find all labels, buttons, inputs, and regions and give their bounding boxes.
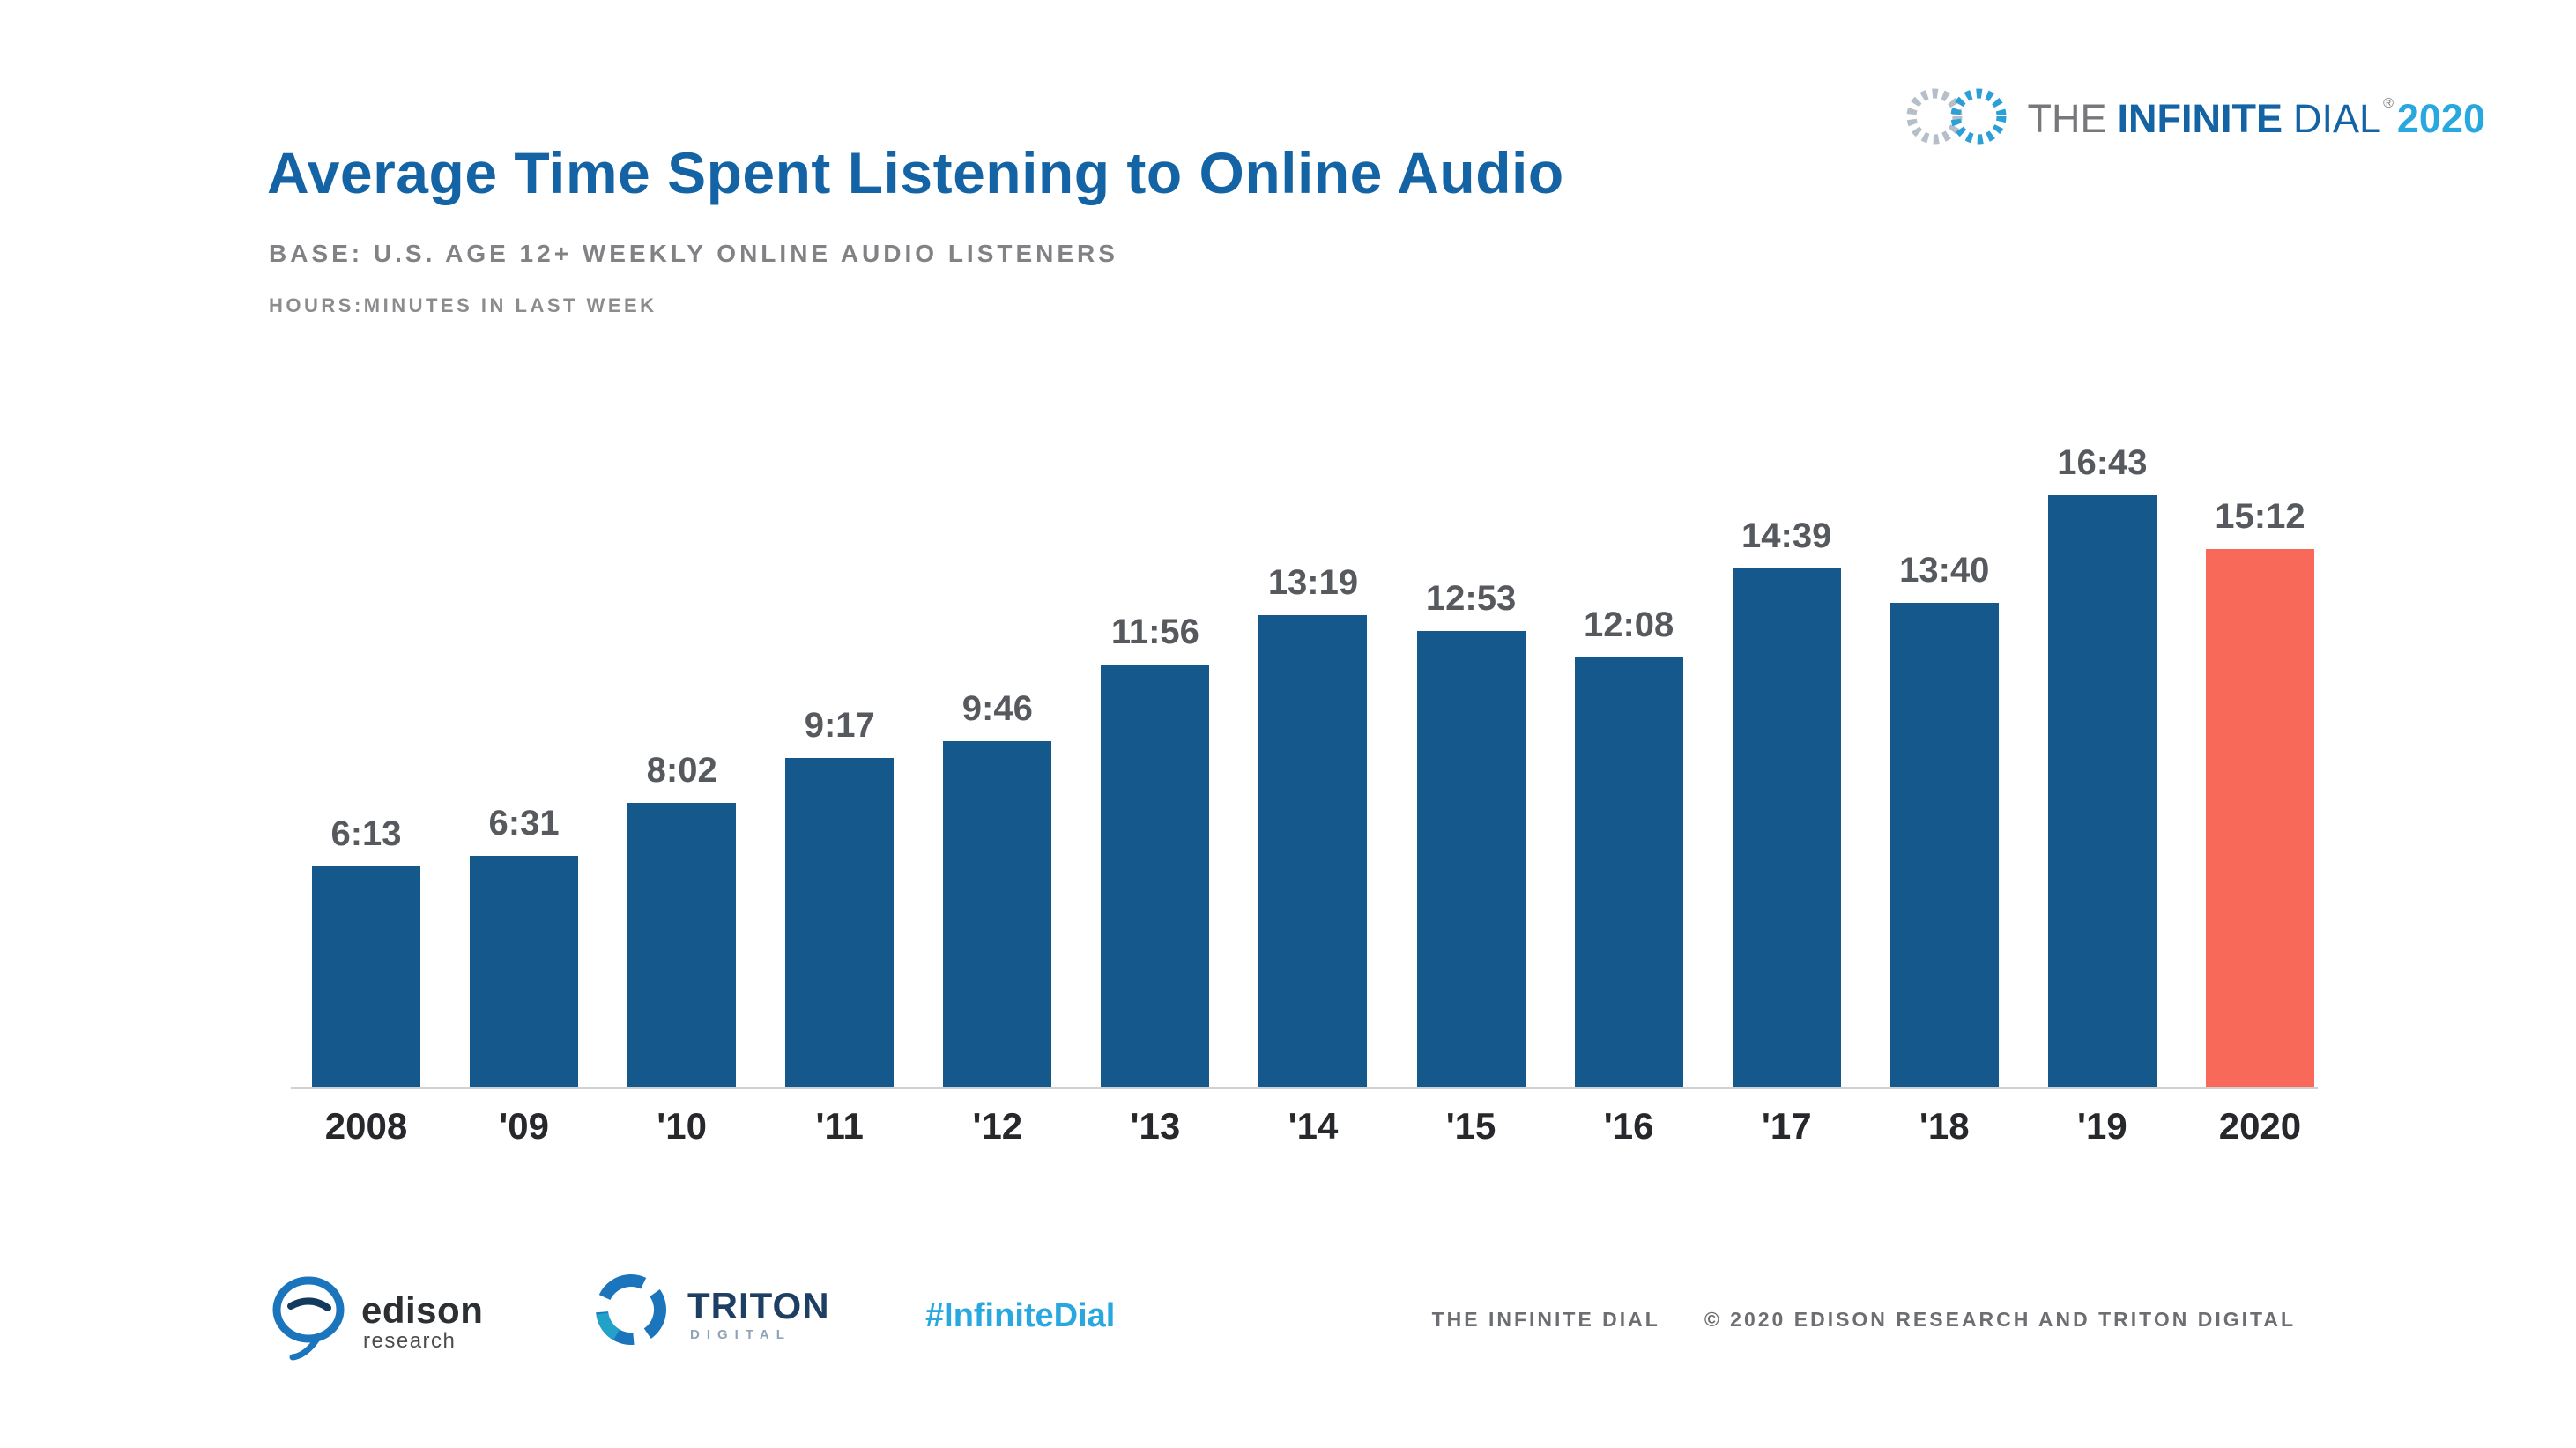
edison-sub: research xyxy=(363,1328,457,1353)
x-axis-label: '09 xyxy=(499,1105,549,1147)
edison-name: edison xyxy=(361,1288,484,1331)
bar-09 xyxy=(470,856,579,1087)
brand-year: 2020 xyxy=(2396,95,2485,141)
triton-ring-icon xyxy=(589,1267,673,1356)
bar-2008 xyxy=(312,866,420,1087)
bar-10 xyxy=(627,803,737,1087)
triton-digital-logo: TRITON DIGITAL xyxy=(589,1267,830,1356)
bar-value-label: 14:39 xyxy=(1741,516,1832,555)
x-axis-labels: 2008 '09 '10 '11 '12 '13 '14 '15 '16 '17 '18 '19 202… xyxy=(291,1105,2318,1147)
bar-value-label: 9:46 xyxy=(961,689,1033,728)
infinitedial-hashtag: #InfiniteDial xyxy=(925,1297,1116,1334)
x-axis-label: '14 xyxy=(1288,1105,1339,1147)
x-axis-label: 2020 xyxy=(2218,1105,2302,1147)
x-axis-label: '13 xyxy=(1130,1105,1181,1147)
bar-group: 9:46 xyxy=(939,689,1055,1087)
infinite-dial-wordmark: THE INFINITE DIAL ® 2020 xyxy=(2028,96,2485,142)
bar-value-label: 8:02 xyxy=(646,751,717,790)
bar-value-label: 15:12 xyxy=(2215,497,2305,536)
bar-18 xyxy=(1889,603,1999,1087)
footer-credit: THE INFINITE DIAL © 2020 EDISON RESEARCH… xyxy=(1432,1308,2296,1332)
bar-group: 8:02 xyxy=(624,751,739,1087)
brand-dial: DIAL xyxy=(2293,95,2382,141)
x-axis-label: '11 xyxy=(815,1105,864,1147)
x-axis-label: '19 xyxy=(2077,1105,2127,1147)
triton-wordmark: TRITON DIGITAL xyxy=(687,1285,830,1342)
footer-credit-left: THE INFINITE DIAL xyxy=(1431,1308,1660,1331)
bar-group: 13:40 xyxy=(1887,551,2002,1087)
x-axis-label: '16 xyxy=(1603,1105,1654,1147)
chart-unit-note: HOURS:MINUTES IN LAST WEEK xyxy=(269,294,657,316)
bar-group: 11:56 xyxy=(1097,613,1213,1087)
plot-area: 6:13 6:31 8:02 9:17 9:46 11:56 13:19 12:53 12:08… xyxy=(291,433,2318,1089)
bar-value-label: 13:40 xyxy=(1899,551,1990,590)
bar-group: 13:19 xyxy=(1255,563,1370,1087)
bar-chart: 6:13 6:31 8:02 9:17 9:46 11:56 13:19 12:53 12:08… xyxy=(291,433,2318,1147)
bar-17 xyxy=(1732,568,1841,1087)
bar-11 xyxy=(785,758,895,1087)
x-axis-label: '18 xyxy=(1919,1105,1970,1147)
bar-15 xyxy=(1416,631,1526,1087)
bar-value-label: 13:19 xyxy=(1267,563,1359,602)
x-axis-label: '12 xyxy=(972,1105,1023,1147)
bar-13 xyxy=(1101,665,1210,1087)
bar-group: 15:12 xyxy=(2202,497,2318,1087)
bar-group: 6:31 xyxy=(466,804,582,1087)
infinity-bars-icon xyxy=(1904,85,2008,152)
bar-group: 14:39 xyxy=(1729,516,1845,1087)
bar-16 xyxy=(1574,657,1683,1087)
triton-name: TRITON xyxy=(687,1285,830,1326)
bar-value-label: 12:53 xyxy=(1425,579,1517,618)
triton-sub: DIGITAL xyxy=(690,1327,791,1342)
bar-group: 6:13 xyxy=(308,814,424,1087)
brand-infinite: INFINITE xyxy=(2117,95,2283,141)
x-axis-label: '17 xyxy=(1761,1105,1812,1147)
infinite-dial-logo: THE INFINITE DIAL ® 2020 xyxy=(1904,85,2485,152)
bar-group: 16:43 xyxy=(2045,443,2160,1087)
edison-research-logo: edison research xyxy=(264,1267,483,1367)
footer-credit-right: © 2020 EDISON RESEARCH AND TRITON DIGITA… xyxy=(1704,1308,2296,1331)
page-title: Average Time Spent Listening to Online A… xyxy=(267,140,1564,205)
bar-12 xyxy=(943,741,1052,1087)
edison-swirl-icon xyxy=(264,1267,353,1367)
bar-group: 9:17 xyxy=(782,706,897,1087)
bar-14 xyxy=(1258,615,1368,1087)
chart-base-subtitle: BASE: U.S. AGE 12+ WEEKLY ONLINE AUDIO L… xyxy=(269,240,1118,267)
x-axis-label: 2008 xyxy=(324,1105,408,1147)
x-axis-label: '15 xyxy=(1445,1105,1496,1147)
bar-value-label: 6:13 xyxy=(330,814,402,853)
x-axis-label: '10 xyxy=(657,1105,708,1147)
bar-2020 xyxy=(2205,549,2314,1087)
bar-group: 12:08 xyxy=(1571,605,1687,1087)
brand-the: THE xyxy=(2027,95,2107,141)
bar-19 xyxy=(2047,495,2157,1087)
brand-registered-mark: ® xyxy=(2383,95,2394,111)
bar-value-label: 11:56 xyxy=(1110,613,1199,651)
bar-value-label: 16:43 xyxy=(2057,443,2148,482)
bar-value-label: 9:17 xyxy=(804,706,875,745)
edison-wordmark: edison research xyxy=(361,1288,484,1353)
bar-value-label: 12:08 xyxy=(1583,605,1674,644)
bar-value-label: 6:31 xyxy=(488,804,560,843)
bar-group: 12:53 xyxy=(1414,579,1529,1087)
